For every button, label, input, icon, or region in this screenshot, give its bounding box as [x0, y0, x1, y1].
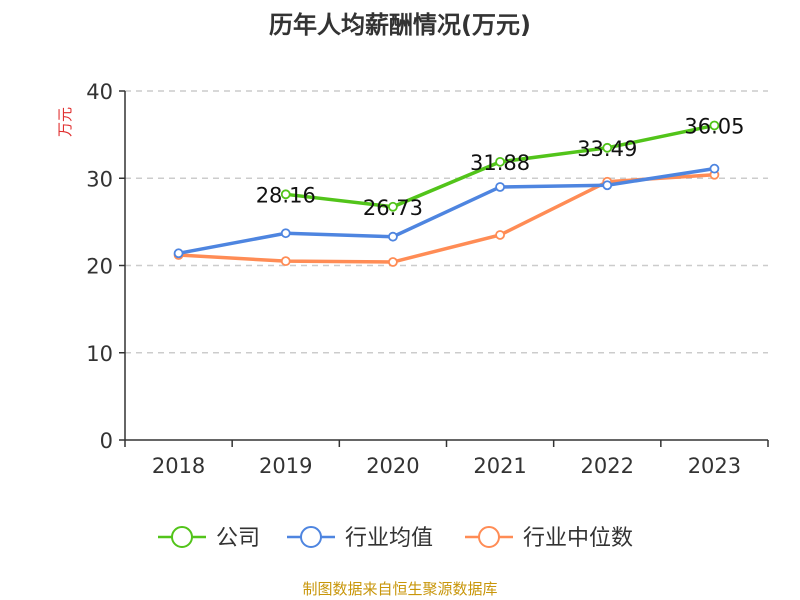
data-label: 28.16 [256, 183, 316, 207]
source-note: 制图数据来自恒生聚源数据库 [302, 580, 497, 598]
data-label: 31.88 [470, 151, 530, 175]
data-label: 33.49 [577, 137, 637, 161]
data-point [280, 189, 291, 200]
data-point [495, 156, 505, 167]
data-point [280, 228, 291, 239]
y-tick-label: 40 [86, 80, 113, 104]
legend-marker [478, 526, 500, 548]
data-point [388, 257, 398, 267]
y-axis-label: 万元 [56, 107, 74, 137]
x-tick-label: 2018 [152, 454, 205, 478]
legend-marker [171, 526, 193, 548]
x-tick-label: 2023 [688, 454, 741, 478]
series-line [178, 173, 715, 264]
data-point [280, 256, 291, 267]
y-tick-label: 20 [86, 255, 113, 279]
legend-label: 行业中位数 [523, 526, 633, 551]
legend-label: 公司 [216, 526, 260, 551]
legend-label: 行业均值 [345, 526, 433, 551]
data-label: 26.73 [363, 196, 423, 220]
data-point [495, 230, 505, 240]
series-line [178, 166, 715, 256]
x-tick-label: 2022 [581, 454, 634, 478]
data-point [709, 163, 720, 174]
legend-marker [300, 526, 322, 548]
y-tick-label: 0 [100, 429, 113, 453]
y-tick-label: 10 [86, 342, 113, 366]
data-point [709, 120, 720, 131]
y-tick-label: 30 [86, 167, 113, 191]
data-label: 36.05 [684, 114, 744, 138]
data-point [388, 201, 398, 212]
chart-title: 历年人均薪酬情况(万元) [269, 11, 531, 39]
x-tick-label: 2020 [366, 454, 419, 478]
x-tick-label: 2019 [259, 454, 312, 478]
x-tick-label: 2021 [473, 454, 526, 478]
data-point [388, 231, 398, 242]
data-point [495, 182, 505, 192]
data-point [602, 180, 613, 191]
data-point [602, 142, 613, 153]
data-point [173, 248, 184, 259]
